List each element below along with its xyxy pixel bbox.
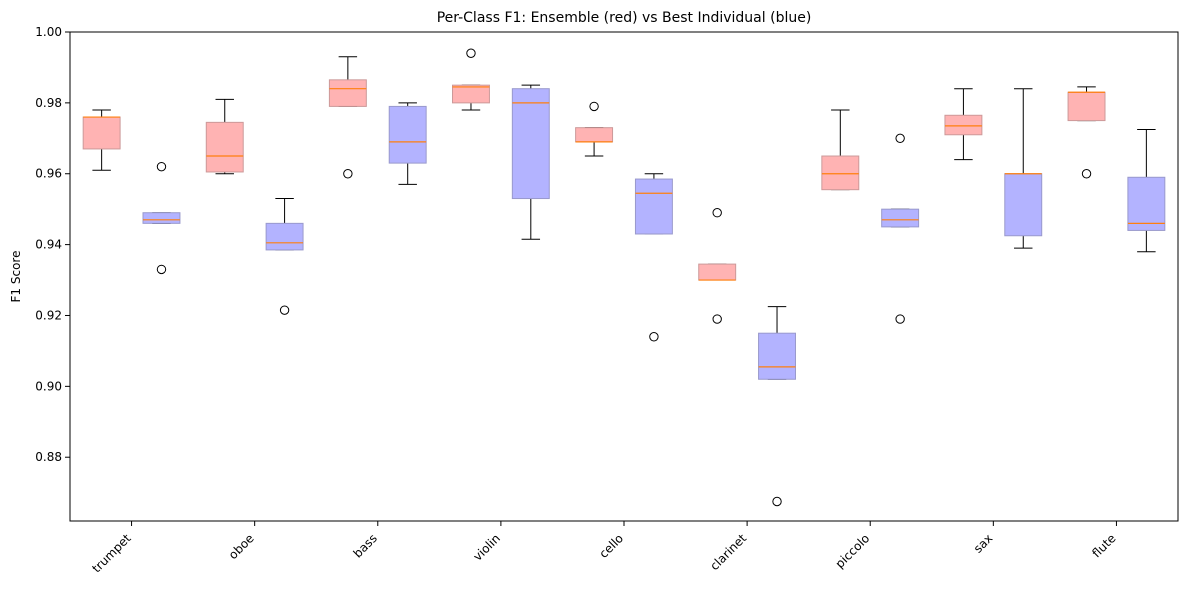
individual-box-sax xyxy=(1004,88,1043,249)
x-tick-label: cello xyxy=(596,531,626,561)
box-iqr xyxy=(265,222,304,251)
x-axis: trumpet oboe bass violin cello clarinet piccol… xyxy=(89,521,1119,576)
plot-area xyxy=(82,48,1166,507)
outlier-point xyxy=(772,496,782,507)
y-tick-label: 0.98 xyxy=(35,96,62,110)
y-tick-label: 0.92 xyxy=(35,308,62,322)
outlier-point xyxy=(466,48,476,58)
ensemble-box-clarinet xyxy=(698,208,737,324)
individual-box-trumpet xyxy=(142,161,181,275)
ensemble-box-sax xyxy=(944,88,983,161)
y-tick-label: 0.96 xyxy=(35,167,62,181)
x-tick-label: sax xyxy=(971,531,996,556)
ensemble-box-piccolo xyxy=(821,109,860,191)
ensemble-box-cello xyxy=(575,101,614,157)
y-axis-label: F1 Score xyxy=(9,251,23,303)
ensemble-box-bass xyxy=(328,56,367,179)
x-tick-label: violin xyxy=(470,531,503,564)
ensemble-box-trumpet xyxy=(82,109,121,171)
individual-box-violin xyxy=(511,84,550,240)
individual-box-bass xyxy=(388,102,427,185)
ensemble-box-oboe xyxy=(205,98,244,175)
box-iqr xyxy=(328,79,367,107)
box-iqr xyxy=(1004,173,1043,237)
ensemble-box-flute xyxy=(1067,86,1106,179)
box-iqr xyxy=(698,263,737,281)
y-tick-label: 1.00 xyxy=(35,25,62,39)
individual-box-cello xyxy=(634,173,673,342)
x-tick-label: bass xyxy=(351,531,380,560)
box-iqr xyxy=(881,208,920,228)
box-iqr xyxy=(82,116,121,150)
x-tick-label: piccolo xyxy=(833,531,873,571)
individual-box-piccolo xyxy=(881,133,920,324)
outlier-point xyxy=(649,332,659,342)
y-axis: 0.88 0.90 0.92 0.94 0.96 0.98 1.00 xyxy=(35,25,70,464)
chart-title: Per-Class F1: Ensemble (red) vs Best Ind… xyxy=(437,10,812,26)
outlier-point xyxy=(895,314,905,324)
box-iqr xyxy=(452,84,490,104)
box-iqr xyxy=(388,105,427,164)
y-tick-label: 0.94 xyxy=(35,238,62,252)
outlier-point xyxy=(1081,169,1092,179)
box-iqr xyxy=(944,114,983,136)
box-iqr xyxy=(575,127,614,143)
individual-box-oboe xyxy=(265,198,304,315)
outlier-point xyxy=(156,161,167,172)
box-iqr xyxy=(511,88,550,200)
box-iqr xyxy=(1067,91,1106,122)
outlier-point xyxy=(895,133,905,144)
individual-box-flute xyxy=(1127,128,1166,253)
outlier-point xyxy=(589,101,599,112)
outlier-point xyxy=(343,169,353,179)
box-iqr xyxy=(634,178,673,235)
box-iqr xyxy=(205,121,244,173)
box-iqr xyxy=(142,212,181,224)
axes-frame xyxy=(69,31,1179,522)
individual-box-clarinet xyxy=(758,306,796,507)
y-tick-label: 0.88 xyxy=(35,450,62,464)
x-tick-label: flute xyxy=(1089,531,1118,560)
x-tick-label: clarinet xyxy=(707,531,749,573)
x-tick-label: oboe xyxy=(226,531,257,562)
ensemble-box-violin xyxy=(452,48,490,111)
box-iqr xyxy=(1127,176,1166,231)
outlier-point xyxy=(712,314,722,324)
outlier-point xyxy=(156,264,167,275)
y-tick-label: 0.90 xyxy=(35,379,62,393)
outlier-point xyxy=(279,305,290,315)
box-iqr xyxy=(821,155,860,191)
x-tick-label: trumpet xyxy=(89,531,134,576)
box-iqr xyxy=(758,332,796,380)
outlier-point xyxy=(712,208,722,218)
